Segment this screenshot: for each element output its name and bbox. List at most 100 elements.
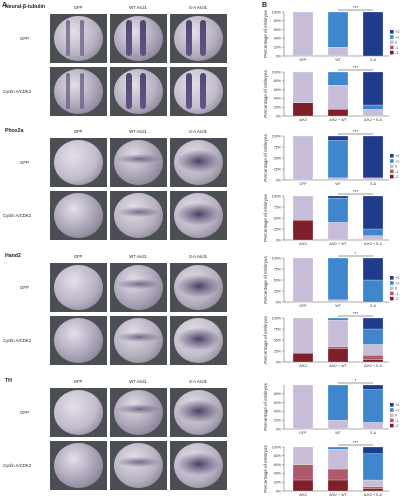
- y-tick-label: 75%: [274, 327, 282, 331]
- row-label: Cyclin A/CDK2: [3, 338, 32, 343]
- column-header: S-A Ascl1: [189, 129, 207, 134]
- bar-segment: [292, 479, 314, 492]
- significance-label: ***: [353, 129, 359, 134]
- embryo-micrograph: [50, 316, 107, 365]
- y-axis-label: Percentage of embryos: [263, 134, 268, 182]
- y-axis-label: Percentage of embryos: [263, 194, 268, 242]
- bar-segment: [327, 446, 349, 450]
- bar-segment: [327, 71, 349, 86]
- column-header: S-A Ascl1: [189, 254, 207, 259]
- bar-segment: [362, 104, 384, 110]
- y-tick-label: 0%: [276, 54, 282, 58]
- legend-label: 0: [395, 41, 397, 45]
- bar-segment: [327, 346, 349, 349]
- x-tick-label: A/K2: [299, 364, 307, 368]
- bar-segment: [292, 195, 314, 221]
- bar-segment: [327, 11, 349, 48]
- significance-label: ***: [353, 5, 359, 10]
- legend-label: 0: [395, 287, 397, 291]
- x-tick-label: A/K2 + WT: [329, 242, 347, 246]
- y-tick-label: 20%: [274, 106, 282, 110]
- significance-label: ***: [353, 311, 359, 316]
- legend-swatch: [390, 174, 394, 179]
- embryo-micrograph: [170, 441, 227, 490]
- legend-swatch: [390, 408, 394, 412]
- y-tick-label: 0%: [276, 427, 282, 431]
- embryo-micrograph: [170, 14, 227, 63]
- y-tick-label: 75%: [274, 267, 282, 271]
- bar-segment: [292, 257, 314, 303]
- y-axis-label: Percentage of embryos: [263, 445, 268, 493]
- bar-segment: [327, 109, 349, 117]
- bar-segment: [362, 71, 384, 106]
- legend-label: -1: [395, 170, 398, 174]
- legend-swatch: [390, 296, 394, 301]
- bar-segment: [362, 384, 384, 390]
- row-label: GFP: [20, 410, 29, 415]
- y-tick-label: 25%: [274, 227, 282, 231]
- bar-segment: [327, 449, 349, 470]
- embryo-micrograph: [50, 14, 107, 63]
- x-tick-label: GFP: [299, 58, 307, 62]
- x-tick-label: GFP: [299, 304, 307, 308]
- y-tick-label: 0%: [276, 360, 282, 364]
- x-tick-label: A/K2: [299, 493, 307, 497]
- bar-segment: [362, 11, 384, 57]
- legend-label: +1: [395, 159, 399, 163]
- legend-swatch: [390, 281, 394, 285]
- legend-label: -1: [395, 46, 398, 50]
- embryo-micrograph: [170, 138, 227, 187]
- y-tick-label: 40%: [274, 472, 282, 476]
- gene-label: Phox2a: [5, 128, 24, 134]
- embryo-micrograph: [50, 441, 107, 490]
- bar-segment: [362, 486, 384, 489]
- bar-segment: [362, 359, 384, 363]
- y-tick-label: 100%: [272, 194, 282, 198]
- bar-segment: [292, 446, 314, 465]
- y-tick-label: 25%: [274, 349, 282, 353]
- gene-label: TH: [5, 378, 12, 384]
- legend-swatch: [390, 423, 394, 428]
- legend-swatch: [390, 291, 394, 296]
- legend-label: -2: [395, 51, 398, 55]
- row-label: Cyclin A/CDK2: [3, 463, 32, 468]
- legend-swatch: [390, 418, 394, 423]
- x-tick-label: S-A: [370, 304, 377, 308]
- y-tick-label: 100%: [272, 70, 282, 74]
- y-tick-label: 40%: [274, 410, 282, 414]
- embryo-micrograph: [110, 14, 167, 63]
- bar-segment: [327, 479, 349, 492]
- embryo-micrograph: [110, 138, 167, 187]
- bar-segment: [327, 384, 349, 421]
- bar-segment: [327, 85, 349, 110]
- y-tick-label: 60%: [274, 28, 282, 32]
- legend-swatch: [390, 154, 394, 158]
- panel-label-b: B: [262, 2, 268, 9]
- embryo-micrograph: [110, 263, 167, 312]
- y-tick-label: 80%: [274, 79, 282, 83]
- bar-segment: [327, 420, 349, 430]
- bar-segment: [362, 317, 384, 330]
- y-tick-label: 20%: [274, 419, 282, 423]
- y-tick-label: 75%: [274, 145, 282, 149]
- y-axis-label: Percentage of embryos: [263, 10, 268, 58]
- column-header: S-A Ascl1: [189, 5, 207, 10]
- legend-swatch: [390, 403, 394, 407]
- row-label: GFP: [20, 285, 29, 290]
- bar-segment: [362, 453, 384, 481]
- y-tick-label: 0%: [276, 238, 282, 242]
- y-tick-label: 0%: [276, 300, 282, 304]
- bar-segment: [327, 198, 349, 223]
- legend-swatch: [390, 40, 394, 44]
- embryo-micrograph: [110, 441, 167, 490]
- bar-segment: [327, 348, 349, 363]
- y-axis-label: Percentage of embryos: [263, 256, 268, 304]
- x-tick-label: A/K2: [299, 242, 307, 246]
- x-tick-label: S-A: [370, 58, 377, 62]
- bar-segment: [327, 468, 349, 481]
- column-header: GFP: [73, 5, 83, 10]
- legend-label: +2: [395, 403, 399, 407]
- bar-segment: [362, 228, 384, 236]
- y-axis-label: Percentage of embryos: [263, 316, 268, 364]
- embryo-micrograph: [110, 67, 167, 116]
